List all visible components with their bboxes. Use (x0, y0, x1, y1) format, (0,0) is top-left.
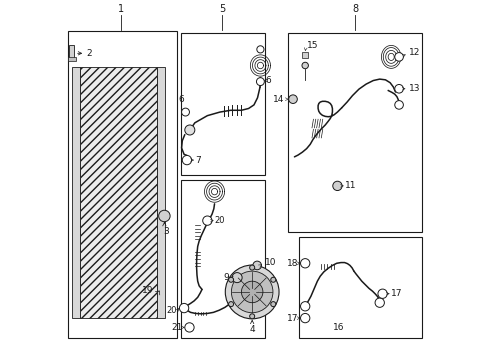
Text: 17: 17 (287, 314, 298, 323)
Circle shape (159, 210, 170, 222)
Text: 21: 21 (172, 323, 183, 332)
Circle shape (228, 277, 234, 282)
Text: 9: 9 (224, 273, 230, 282)
Circle shape (256, 78, 264, 86)
Circle shape (395, 85, 403, 93)
Circle shape (253, 261, 262, 270)
Text: 2: 2 (87, 49, 92, 58)
Text: 20: 20 (167, 306, 177, 315)
Bar (180, 33, 265, 175)
Circle shape (231, 271, 273, 313)
Circle shape (395, 53, 403, 61)
Circle shape (185, 323, 194, 332)
Circle shape (182, 156, 192, 165)
Circle shape (250, 314, 255, 319)
Bar (68, 31, 177, 338)
Circle shape (228, 302, 234, 307)
Bar (73, 67, 80, 318)
Text: 12: 12 (409, 49, 420, 58)
Text: 16: 16 (333, 323, 344, 332)
Text: 10: 10 (265, 258, 276, 267)
Bar (288, 33, 422, 232)
Text: 6: 6 (266, 76, 271, 85)
Text: 1: 1 (118, 4, 124, 14)
Text: 17: 17 (391, 289, 402, 298)
Bar (180, 180, 265, 338)
Circle shape (300, 302, 310, 311)
Text: 13: 13 (409, 84, 420, 93)
Circle shape (300, 258, 310, 268)
Text: 5: 5 (220, 4, 225, 14)
Circle shape (182, 108, 190, 116)
Circle shape (203, 216, 212, 225)
Bar (302, 52, 308, 58)
Circle shape (375, 298, 384, 307)
Text: 19: 19 (142, 286, 154, 295)
Text: 3: 3 (163, 228, 169, 237)
Text: 20: 20 (215, 216, 225, 225)
Bar (157, 67, 165, 318)
Circle shape (300, 314, 310, 323)
Text: 15: 15 (307, 41, 318, 50)
Text: 11: 11 (344, 181, 356, 190)
Circle shape (250, 265, 255, 270)
Text: 7: 7 (195, 156, 200, 165)
Circle shape (289, 95, 297, 103)
Circle shape (242, 281, 263, 303)
Circle shape (232, 273, 242, 283)
Text: 14: 14 (273, 95, 284, 104)
Text: 18: 18 (287, 259, 298, 268)
Circle shape (271, 302, 276, 307)
Circle shape (225, 265, 279, 319)
Circle shape (395, 100, 403, 109)
Circle shape (378, 289, 387, 298)
Text: 6: 6 (178, 95, 184, 104)
Bar (299, 238, 422, 338)
Circle shape (271, 277, 276, 282)
Text: 8: 8 (352, 4, 358, 14)
Circle shape (185, 125, 195, 135)
Bar (70, 45, 74, 58)
Circle shape (333, 181, 342, 190)
Circle shape (302, 62, 308, 69)
Circle shape (257, 46, 264, 53)
Bar (68, 57, 76, 61)
Circle shape (179, 303, 189, 313)
Text: 4: 4 (249, 325, 255, 334)
Bar (80, 67, 157, 318)
